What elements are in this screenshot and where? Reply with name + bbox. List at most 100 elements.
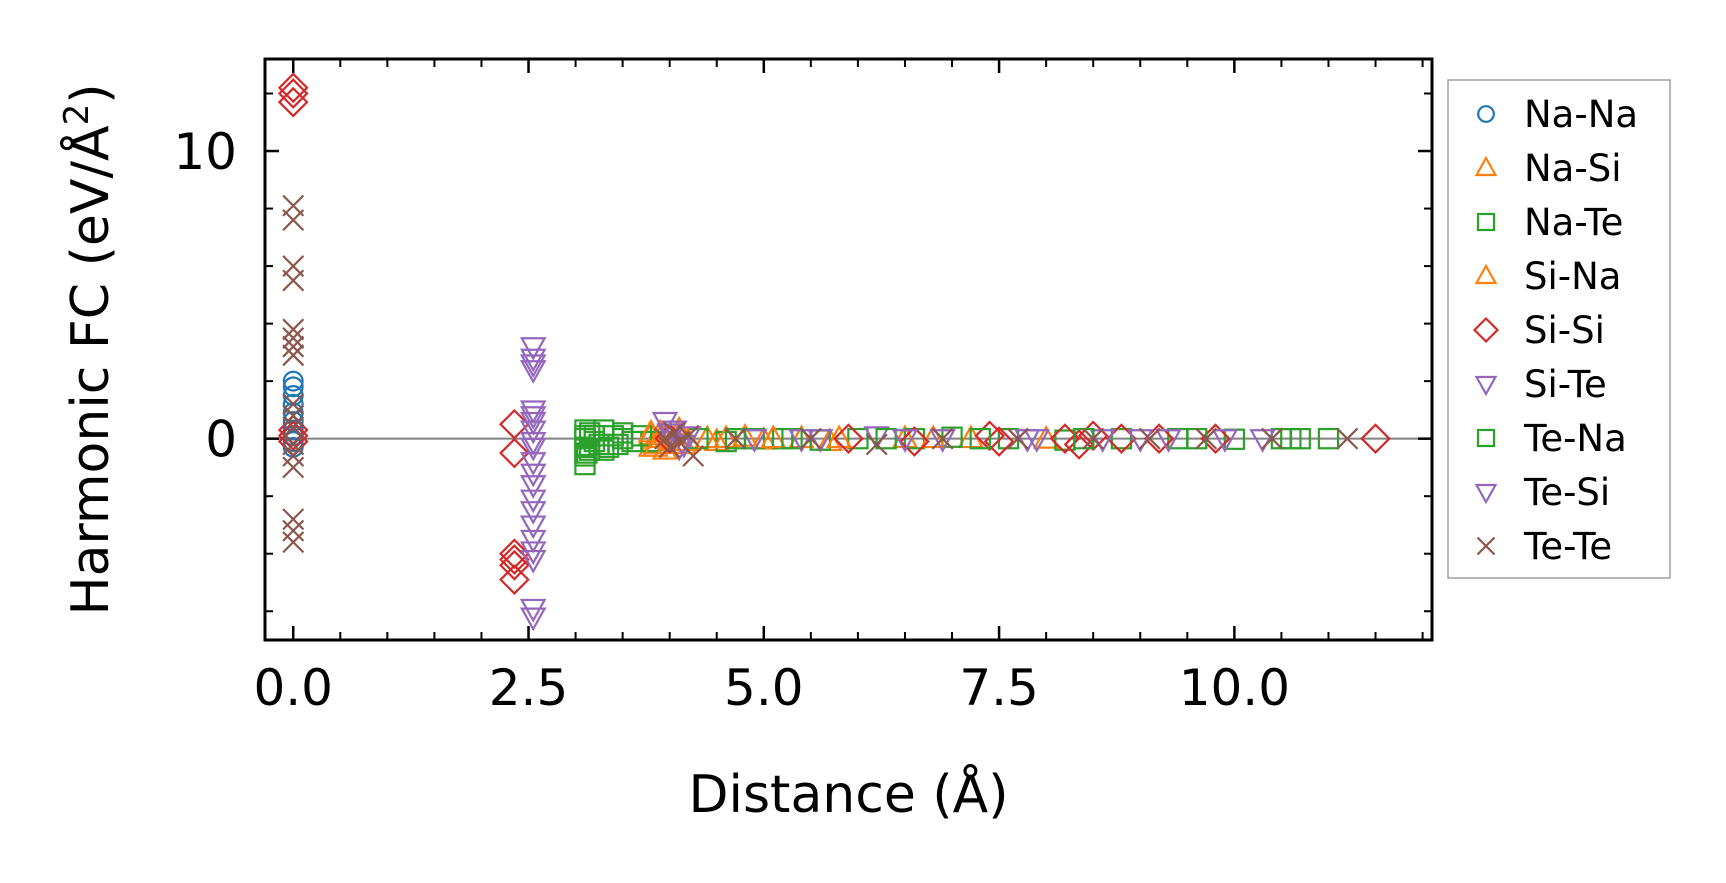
- y-axis-label-prefix: Harmonic FC (eV/Å: [59, 125, 121, 616]
- data-point-si-si: [833, 423, 864, 455]
- data-point-te-te: [282, 318, 305, 341]
- data-point-si-te: [519, 607, 547, 632]
- data-point-si-te: [519, 529, 547, 554]
- legend-marker-si-na: [1474, 263, 1498, 285]
- x-axis-label: Distance (Å): [688, 763, 1008, 825]
- data-point-na-na: [282, 410, 304, 432]
- data-point-si-si: [1063, 429, 1095, 460]
- y-axis-label: Harmonic FC (eV/Å2): [57, 83, 121, 615]
- data-point-si-te: [519, 475, 547, 499]
- major-ticks: [265, 59, 1432, 640]
- data-point-si-si: [277, 420, 309, 452]
- data-point-te-te: [282, 508, 305, 531]
- data-point-si-si: [899, 426, 930, 457]
- data-point-te-te: [724, 427, 747, 450]
- x-tick-label: 10.0: [1179, 659, 1290, 717]
- data-point-te-te: [799, 427, 822, 450]
- data-point-te-na: [969, 427, 991, 450]
- data-point-si-si: [1360, 423, 1391, 455]
- data-point-si-te: [519, 541, 547, 566]
- data-point-si-si: [499, 538, 530, 570]
- data-point-si-te: [519, 337, 547, 361]
- tick-labels: 0.0 2.5 5.0 7.5 10.0 0 10: [173, 123, 1290, 717]
- data-point-si-si: [499, 549, 530, 581]
- data-point-te-si: [519, 463, 547, 488]
- data-point-na-te: [847, 427, 869, 450]
- data-point-te-si: [519, 501, 547, 525]
- data-point-te-te: [1336, 427, 1359, 450]
- data-point-na-te: [607, 433, 629, 456]
- data-point-te-te: [931, 427, 954, 450]
- data-point-te-te: [282, 335, 305, 358]
- data-point-te-na: [576, 442, 598, 464]
- data-point-te-te: [282, 327, 305, 349]
- data-point-si-na: [759, 424, 787, 449]
- data-point-te-te: [282, 404, 305, 427]
- data-point-te-si: [519, 354, 547, 379]
- data-point-na-te: [574, 453, 596, 476]
- data-point-si-na: [825, 424, 853, 449]
- data-point-na-na: [282, 393, 304, 415]
- data-point-te-te: [282, 531, 305, 554]
- data-point-te-te: [282, 269, 305, 292]
- data-point-te-si: [519, 549, 547, 574]
- data-point-te-te: [282, 209, 305, 232]
- data-point-te-si: [1023, 429, 1051, 453]
- data-point-te-te: [282, 444, 305, 467]
- legend-label-na-te: Na-Te: [1524, 201, 1623, 244]
- data-point-si-te: [1155, 429, 1182, 453]
- data-point-si-te: [741, 429, 768, 453]
- data-point-te-te: [1082, 427, 1105, 450]
- data-point-si-te: [519, 360, 547, 384]
- data-point-na-na: [282, 376, 304, 398]
- legend-marker-na-na: [1477, 105, 1495, 123]
- data-point-te-te: [1195, 427, 1218, 450]
- legend-label-si-na: Si-Na: [1524, 255, 1621, 298]
- data-point-te-na: [781, 427, 803, 450]
- data-point-te-te: [282, 344, 305, 367]
- legend-marker-si-te: [1474, 375, 1498, 397]
- legend-label-na-na: Na-Na: [1524, 93, 1638, 136]
- data-point-te-te: [677, 424, 700, 447]
- y-axis-label-suffix: ): [61, 83, 121, 103]
- data-points: [277, 72, 1391, 632]
- data-point-na-te: [1317, 427, 1340, 450]
- data-point-te-te: [282, 393, 305, 416]
- series-te-te: [282, 194, 1359, 554]
- x-tick-label: 0.0: [253, 659, 333, 717]
- x-tick-label: 2.5: [489, 659, 569, 717]
- data-point-te-na: [1280, 427, 1302, 450]
- legend-label-na-si: Na-Si: [1524, 147, 1621, 190]
- data-point-te-na: [611, 427, 634, 450]
- data-point-si-te: [519, 437, 547, 462]
- data-point-si-te: [519, 515, 547, 540]
- data-point-si-te: [929, 429, 956, 453]
- data-point-si-te: [519, 348, 547, 373]
- y-tick-label: 0: [205, 411, 237, 469]
- data-point-te-te: [282, 416, 305, 439]
- y-axis-label-superscript: 2: [57, 104, 97, 126]
- data-point-na-na: [282, 370, 304, 392]
- legend-label-si-te: Si-Te: [1524, 363, 1607, 406]
- legend-label-te-te: Te-Te: [1523, 525, 1612, 568]
- data-point-te-te: [1006, 427, 1029, 450]
- data-point-te-te: [658, 436, 681, 459]
- legend-marker-si-si: [1472, 316, 1500, 344]
- data-point-te-te: [1138, 427, 1161, 450]
- data-point-si-si: [277, 86, 309, 118]
- data-point-te-te: [282, 519, 305, 542]
- legend-label-te-si: Te-Si: [1523, 471, 1610, 514]
- data-point-te-na: [593, 439, 615, 461]
- legend-marker-te-na: [1476, 428, 1496, 448]
- data-point-te-te: [282, 433, 305, 456]
- x-tick-label: 7.5: [959, 659, 1039, 717]
- data-point-te-si: [891, 429, 919, 453]
- data-point-te-te: [282, 456, 305, 479]
- data-point-si-te: [519, 420, 547, 445]
- data-point-si-te: [519, 489, 547, 514]
- data-point-si-si: [974, 420, 1006, 452]
- data-point-te-te: [682, 444, 705, 467]
- legend-marker-na-te: [1476, 212, 1496, 232]
